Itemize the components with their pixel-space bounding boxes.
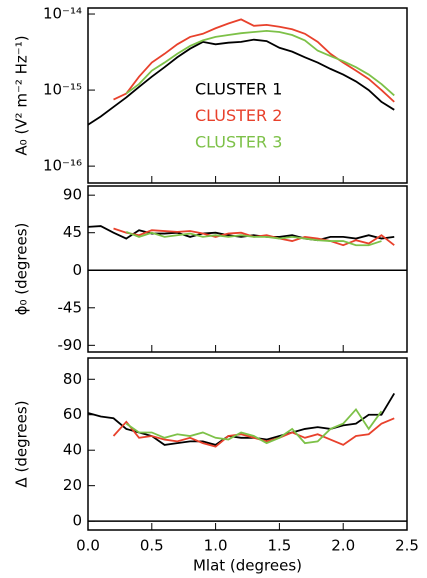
y-tick-label: -45 bbox=[58, 298, 83, 316]
legend-entry: CLUSTER 2 bbox=[195, 106, 282, 125]
y-axis-label: Δ (degrees) bbox=[13, 400, 31, 487]
x-tick-label: 1.0 bbox=[204, 537, 228, 555]
y-tick-label: 90 bbox=[63, 186, 82, 204]
x-tick-label: 2.5 bbox=[395, 537, 419, 555]
series-line bbox=[125, 407, 383, 445]
series-line bbox=[112, 417, 395, 448]
legend-entry: CLUSTER 1 bbox=[195, 80, 282, 99]
y-tick-label: 10⁻¹⁶ bbox=[43, 157, 82, 175]
series-line bbox=[87, 38, 395, 126]
plot-frame bbox=[87, 357, 408, 531]
y-tick-label: 80 bbox=[63, 370, 82, 388]
series-line bbox=[113, 18, 395, 103]
y-tick-label: 20 bbox=[63, 476, 82, 494]
plot-frame bbox=[87, 185, 408, 353]
y-tick-label: 45 bbox=[63, 223, 82, 241]
series-line bbox=[125, 231, 382, 247]
x-axis-label: Mlat (degrees) bbox=[193, 557, 302, 575]
y-axis-label: A₀ (V² m⁻² Hz⁻¹) bbox=[13, 35, 31, 155]
y-tick-label: 0 bbox=[72, 512, 82, 530]
y-tick-label: 10⁻¹⁵ bbox=[43, 81, 82, 99]
x-tick-label: 2.0 bbox=[331, 537, 355, 555]
legend-entry: CLUSTER 3 bbox=[195, 133, 282, 152]
x-tick-label: 0.5 bbox=[140, 537, 164, 555]
x-tick-label: 1.5 bbox=[267, 537, 291, 555]
y-tick-label: 10⁻¹⁴ bbox=[43, 5, 82, 23]
y-tick-label: 60 bbox=[63, 405, 82, 423]
plot-frame bbox=[87, 7, 408, 184]
y-axis-label: ϕ₀ (degrees) bbox=[13, 223, 31, 316]
y-tick-label: 0 bbox=[72, 261, 82, 279]
y-tick-label: 40 bbox=[63, 441, 82, 459]
x-tick-label: 0.0 bbox=[76, 537, 100, 555]
series-line bbox=[125, 29, 395, 97]
y-tick-label: -90 bbox=[58, 336, 83, 354]
series-line bbox=[87, 225, 395, 242]
